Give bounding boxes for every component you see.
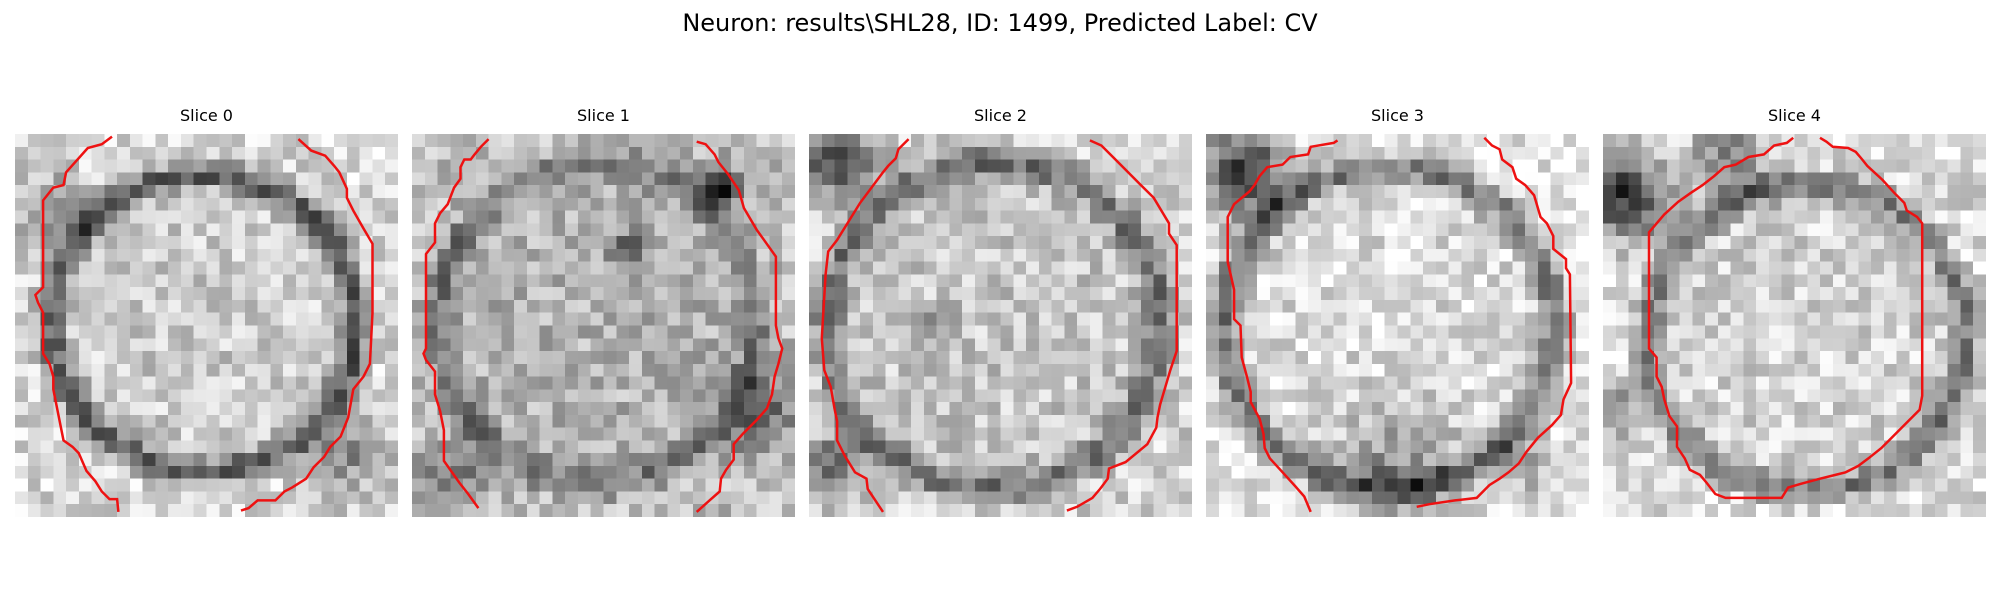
contour-line — [240, 138, 374, 512]
slice-panel-4: Slice 4 — [1603, 106, 1986, 517]
slice-panel-3: Slice 3 — [1206, 106, 1589, 517]
slice-image — [412, 134, 795, 517]
contour-outline — [422, 138, 784, 513]
figure-title: Neuron: results\SHL28, ID: 1499, Predict… — [682, 9, 1318, 37]
slice-title: Slice 2 — [974, 106, 1027, 125]
contour-line — [422, 138, 490, 509]
contour-outline — [820, 138, 1178, 513]
slice-title: Slice 4 — [1768, 106, 1821, 125]
contour-line — [1647, 136, 1924, 500]
contour-outline — [33, 135, 374, 513]
slice-title: Slice 3 — [1371, 106, 1424, 125]
contour-line — [1066, 139, 1178, 512]
contour-line — [695, 140, 784, 513]
contour-outline — [1226, 136, 1573, 513]
slice-panel-2: Slice 2 — [809, 106, 1192, 517]
contour-line — [820, 138, 910, 513]
slice-panel-0: Slice 0 — [15, 106, 398, 517]
contour-outline — [1647, 136, 1924, 500]
contour-line — [1226, 139, 1339, 513]
contour-line — [1416, 136, 1573, 509]
contour-line — [33, 135, 120, 513]
slice-title: Slice 0 — [180, 106, 233, 125]
slice-panel-1: Slice 1 — [412, 106, 795, 517]
slice-title: Slice 1 — [577, 106, 630, 125]
slice-image — [809, 134, 1192, 517]
